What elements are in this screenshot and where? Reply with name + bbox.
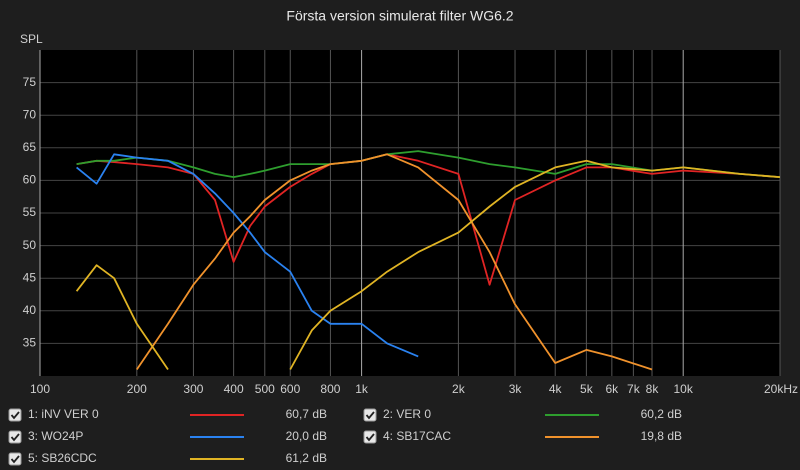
- y-tick-label: 60: [23, 173, 37, 187]
- x-tick-label: 3k: [509, 382, 523, 396]
- checkbox[interactable]: [363, 408, 377, 422]
- y-tick-label: 35: [23, 336, 37, 350]
- y-tick-label: 65: [23, 140, 37, 154]
- y-tick-label: 50: [23, 238, 37, 252]
- y-tick-label: 70: [23, 107, 37, 121]
- legend-level: 61,2 dB: [286, 451, 327, 465]
- y-tick-label: 75: [23, 75, 37, 89]
- legend-level: 19,8 dB: [641, 429, 682, 443]
- checkmark[interactable]: [10, 433, 20, 442]
- checkmark[interactable]: [10, 455, 20, 464]
- x-tick-label: 300: [183, 382, 203, 396]
- x-tick-label: 800: [320, 382, 340, 396]
- x-tick-label: 1k: [355, 382, 369, 396]
- y-tick-label: 45: [23, 270, 37, 284]
- checkbox[interactable]: [8, 408, 22, 422]
- checkbox[interactable]: [8, 452, 22, 466]
- y-tick-label: 40: [23, 303, 37, 317]
- x-tick-label: 400: [224, 382, 244, 396]
- series-line: [75, 159, 780, 371]
- grid: 35 40 45 50 55 60 65 70 75 100 200 300 400 500 600 800 1…: [23, 50, 798, 396]
- x-tick-label: 6k: [606, 382, 620, 396]
- checkmark[interactable]: [365, 433, 375, 442]
- x-tick-label: 2k: [452, 382, 466, 396]
- x-tick-label: 5k: [580, 382, 594, 396]
- x-tick-label: 7k: [627, 382, 641, 396]
- x-tick-label: 10k: [674, 382, 694, 396]
- x-tick-label: 600: [280, 382, 300, 396]
- legend-name: 4: SB17CAC: [383, 429, 451, 443]
- checkbox[interactable]: [8, 430, 22, 444]
- series-line: [76, 153, 419, 358]
- checkbox[interactable]: [363, 430, 377, 444]
- legend-name: 5: SB26CDC: [28, 451, 97, 465]
- y-tick-label: 55: [23, 205, 37, 219]
- x-tick-label: 4k: [549, 382, 563, 396]
- legend-level: 60,7 dB: [286, 407, 327, 421]
- chart-title: Första version simulerat filter WG6.2: [286, 8, 513, 24]
- x-tick-label: 200: [127, 382, 147, 396]
- lines: [75, 150, 780, 371]
- legend: 1: iNV VER 0 60,7 dB 2: VER 0 60,2 dB 3: WO2…: [8, 407, 682, 466]
- x-tick-label: 8k: [646, 382, 660, 396]
- series-line: [136, 153, 653, 371]
- x-tick-label: 20kHz: [764, 382, 798, 396]
- legend-name: 3: WO24P: [28, 429, 83, 443]
- legend-name: 1: iNV VER 0: [28, 407, 99, 421]
- legend-level: 20,0 dB: [286, 429, 327, 443]
- checkmark[interactable]: [365, 411, 375, 420]
- checkmark[interactable]: [10, 411, 20, 420]
- y-axis-label: SPL: [20, 32, 43, 46]
- x-tick-label: 500: [255, 382, 275, 396]
- x-tick-label: 100: [30, 382, 50, 396]
- legend-name: 2: VER 0: [383, 407, 431, 421]
- legend-level: 60,2 dB: [641, 407, 682, 421]
